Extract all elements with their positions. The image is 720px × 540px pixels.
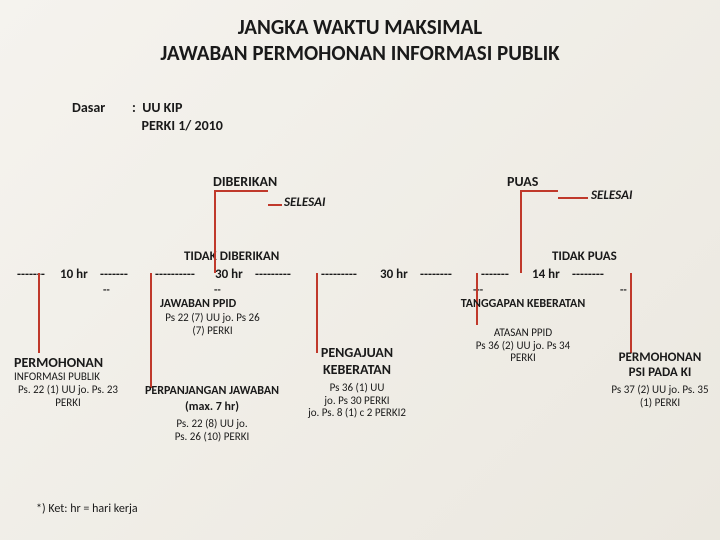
perpanjangan-max: (max. 7 hr) [185,400,239,414]
dasar-label: Dasar [72,99,105,116]
dash-post-10: ------- [100,267,128,282]
title-line1: JANGKA WAKTU MAKSIMAL [0,14,720,40]
permohonan-ref: Ps. 22 (1) UU jo. Ps. 23 PERKI [14,384,122,409]
dur-10: 10 hr [60,267,88,282]
dasar-value: : UU KIP PERKI 1/ 2010 [132,99,223,134]
dash-tail-1: -- [103,283,110,296]
dash-tail-3: --- [473,283,483,296]
branch-puas-selesai [558,197,588,199]
node-permohonan: PERMOHONAN [14,354,103,371]
node-perpanjangan: PERPANJANGAN JAWABAN [145,384,279,398]
perpanjangan-ref: Ps. 22 (8) UU jo. Ps. 26 (10) PERKI [175,418,250,443]
dash-pre-14: ------- [481,267,509,282]
conn-puas-h [520,190,558,192]
dash-tail-4: -- [620,283,627,296]
node-selesai-2: SELESAI [591,188,632,203]
dash-pre-30b: --------- [321,267,357,282]
footnote: *) Ket: hr = hari kerja [36,502,138,516]
jawaban-ppid-ref: Ps 22 (7) UU jo. Ps 26 (7) PERKI [160,312,265,337]
conn-puas-up [520,190,522,273]
node-tidak-diberikan: TIDAK DIBERIKAN [184,249,279,264]
conn-jawaban [150,273,152,388]
tanggapan-ref: ATASAN PPID Ps 36 (2) UU jo. Ps 34 PERKI [463,327,583,365]
branch-diberikan-selesai [268,204,282,206]
node-jawaban-ppid: JAWABAN PPID [160,297,236,311]
dash-pre-10: ------- [17,267,45,282]
node-tanggapan: TANGGAPAN KEBERATAN [461,297,585,311]
node-diberikan: DIBERIKAN [213,173,277,190]
dur-30b: 30 hr [380,267,408,282]
conn-diberikan-up [214,190,216,273]
permohonan-sub: INFORMASI PUBLIK [14,371,100,384]
dash-post-30b: -------- [420,267,452,282]
pengajuan-ref: Ps 36 (1) UU jo. Ps 30 PERKI jo. Ps. 8 (… [308,382,406,420]
dash-post-30a: --------- [255,267,291,282]
node-psi: PERMOHONAN PSI PADA KI [619,350,702,380]
node-puas: PUAS [507,173,538,190]
title-line2: JAWABAN PERMOHONAN INFORMASI PUBLIK [0,40,720,66]
dash-tail-2: -- [214,283,221,296]
dash-post-14: -------- [572,267,604,282]
psi-ref: Ps 37 (2) UU jo. Ps. 35 (1) PERKI [605,384,715,409]
conn-permohonan [38,273,40,353]
node-pengajuan: PENGAJUANKEBERATAN [321,344,393,378]
node-tidak-puas: TIDAK PUAS [552,249,617,264]
dash-pre-30a: ---------- [155,267,195,282]
node-selesai-1: SELESAI [284,195,325,210]
conn-pengajuan [316,273,318,353]
dur-14: 14 hr [532,267,560,282]
conn-psi [630,273,632,353]
conn-diberikan-h [214,190,268,192]
dur-30a: 30 hr [215,267,243,282]
